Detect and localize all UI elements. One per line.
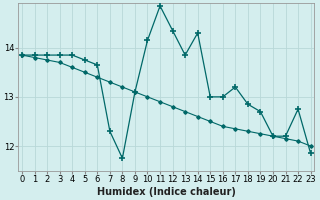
X-axis label: Humidex (Indice chaleur): Humidex (Indice chaleur) bbox=[97, 187, 236, 197]
